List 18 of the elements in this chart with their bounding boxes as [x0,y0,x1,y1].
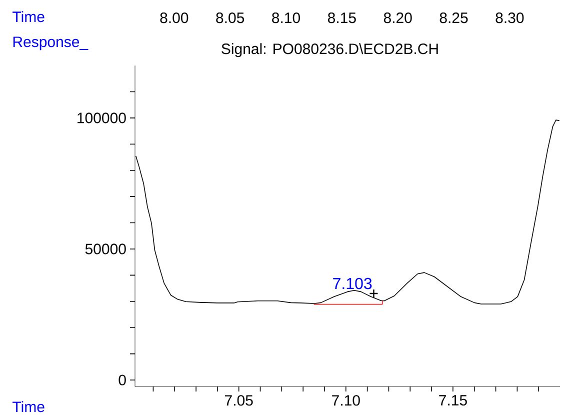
y-tick-label: 0 [118,374,126,386]
x2-tick-label: 8.30 [496,12,524,24]
x2-tick-label: 8.20 [384,12,412,24]
x2-axis-title: Time [12,11,44,22]
chart-title: Signal: PO080236.D\ECD2B.CH [222,43,438,58]
x2-tick-label: 8.05 [216,12,244,24]
y-tick-label: 100000 [78,112,126,124]
x-tick-label: 7.05 [225,395,253,406]
x2-tick-label: 8.15 [328,12,356,24]
x2-tick-label: 8.10 [272,12,300,24]
annotation: 7.103 [333,278,372,290]
x-axis-title: Time [12,401,44,412]
y-axis-title: Response_ [13,36,88,50]
x2-tick-label: 8.00 [160,12,188,24]
x-tick-label: 7.15 [439,395,467,406]
x-tick-label: 7.10 [332,395,360,406]
y-tick-label: 50000 [85,244,126,254]
x2-tick-label: 8.25 [440,12,468,24]
